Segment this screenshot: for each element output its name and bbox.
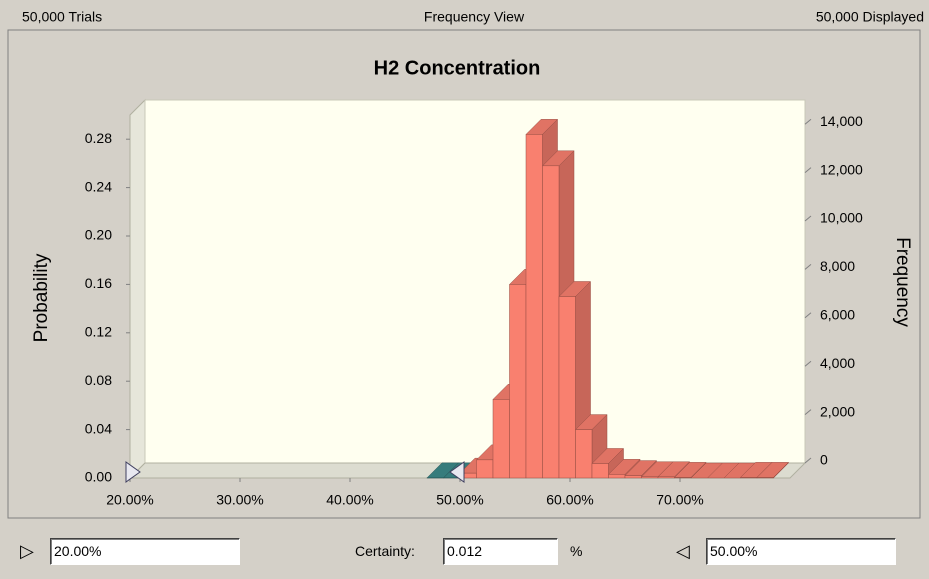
side-wall xyxy=(129,98,146,480)
certainty-input[interactable]: 0.012 xyxy=(443,538,558,565)
bar xyxy=(525,134,543,479)
y-tick-label: 0.24 xyxy=(85,178,112,194)
y2-tick-label: 14,000 xyxy=(820,113,863,129)
x-tick-label: 60.00% xyxy=(546,492,593,508)
bar xyxy=(591,463,609,479)
y-tick-label: 0.04 xyxy=(85,420,112,436)
y2-tick-label: 12,000 xyxy=(820,161,863,177)
x-tick-label: 70.00% xyxy=(656,492,703,508)
view: Frequency View xyxy=(424,9,525,25)
slider-grabber xyxy=(125,461,141,483)
y-tick-label: 0.00 xyxy=(85,469,112,485)
y2-tick-label: 2,000 xyxy=(820,403,855,419)
x-tick-label: 40.00% xyxy=(326,492,373,508)
chart-title: H2 Concentration xyxy=(374,57,541,79)
bar xyxy=(674,477,692,479)
slider-grabber xyxy=(449,461,465,483)
y2-tick xyxy=(804,167,812,173)
back-wall xyxy=(144,99,806,464)
bar xyxy=(740,477,758,479)
certainty-label: Certainty: xyxy=(355,543,415,559)
y2-tick xyxy=(804,409,812,415)
x-tick-label: 30.00% xyxy=(216,492,263,508)
certainty-unit: % xyxy=(570,543,583,559)
bar xyxy=(575,429,593,479)
y2-tick xyxy=(804,118,812,125)
bar xyxy=(509,284,527,479)
upper-input[interactable]: 50.00% xyxy=(706,538,896,565)
y2-tick xyxy=(804,215,812,222)
displayed: 50,000 Displayed xyxy=(816,9,924,25)
trials: 50,000 Trials xyxy=(22,9,102,25)
y2-tick xyxy=(804,264,812,270)
y-tick-label: 0.16 xyxy=(85,275,112,291)
y2-tick-label: 0 xyxy=(820,452,828,468)
y-tick-label: 0.08 xyxy=(85,372,112,388)
bar xyxy=(492,399,510,479)
y2-tick-label: 4,000 xyxy=(820,355,855,371)
bar xyxy=(641,476,659,479)
y2-tick-label: 10,000 xyxy=(820,210,863,226)
lower-arrow[interactable]: ▷ xyxy=(20,541,34,561)
y-tick-label: 0.20 xyxy=(85,227,112,243)
upper-arrow[interactable]: ◁ xyxy=(676,541,690,561)
bar xyxy=(558,296,576,479)
bar xyxy=(542,165,560,479)
bar xyxy=(608,474,626,479)
y-tick-label: 0.28 xyxy=(85,130,112,146)
bar xyxy=(657,476,675,479)
y-tick-label: 0.12 xyxy=(85,324,112,340)
y2-tick-label: 6,000 xyxy=(820,307,855,323)
bar xyxy=(756,477,774,479)
bar xyxy=(476,459,494,479)
y2-tick xyxy=(804,312,812,319)
x-tick-label: 20.00% xyxy=(106,492,153,508)
y2-axis-label: Frequency xyxy=(892,237,913,327)
y-axis-label: Probability xyxy=(31,253,52,342)
y2-tick xyxy=(804,360,812,367)
y2-tick-label: 8,000 xyxy=(820,258,855,274)
y2-tick xyxy=(804,457,812,464)
lower-input[interactable]: 20.00% xyxy=(50,538,240,565)
bar xyxy=(624,475,642,479)
x-tick-label: 50.00% xyxy=(436,492,483,508)
